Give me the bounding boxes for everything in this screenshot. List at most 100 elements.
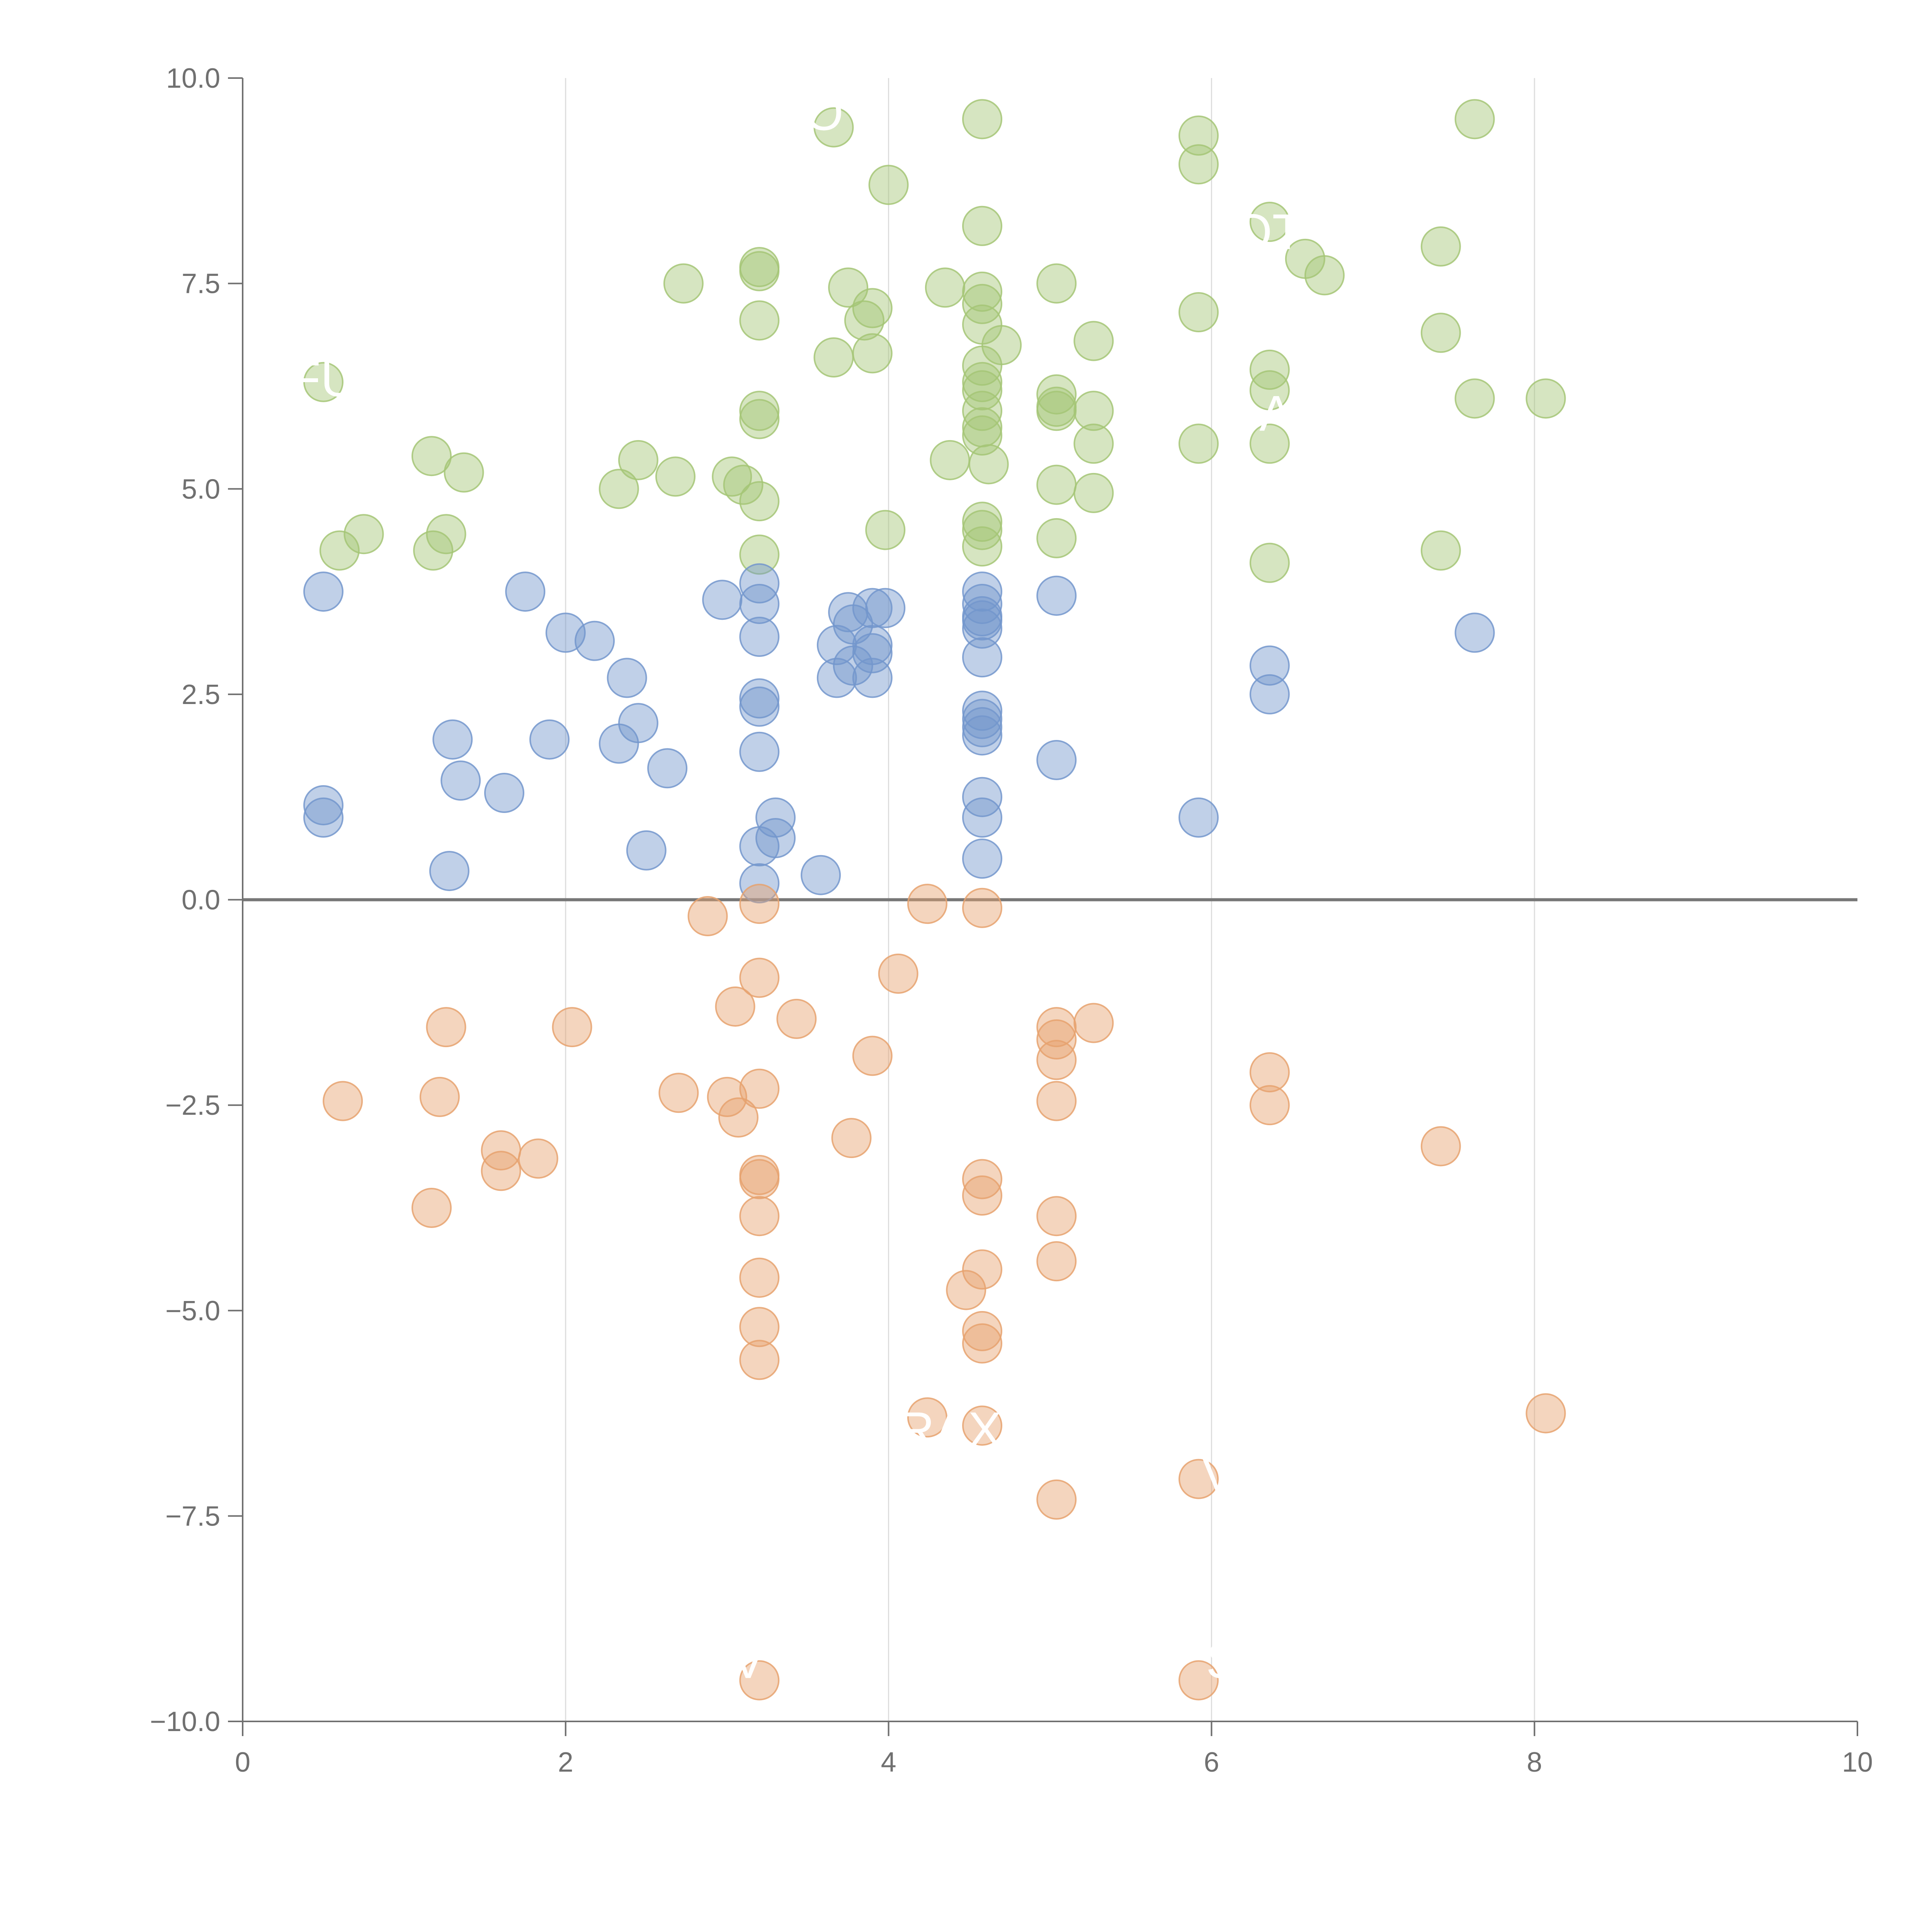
blue-point xyxy=(962,690,1002,731)
blue-point xyxy=(962,637,1002,678)
green-point xyxy=(303,362,344,402)
callout-label: V xyxy=(731,1633,765,1689)
green-point xyxy=(925,267,965,308)
data-points xyxy=(303,99,1566,1701)
blue-point xyxy=(303,797,344,838)
blue-point xyxy=(962,797,1002,838)
blue-point xyxy=(739,563,780,604)
x-tick-label: 0 xyxy=(235,1747,250,1778)
orange-point xyxy=(907,884,947,924)
green-point xyxy=(1454,99,1495,139)
orange-point xyxy=(1036,1196,1077,1236)
green-point xyxy=(1036,374,1077,415)
orange-point xyxy=(1036,1007,1077,1048)
green-point xyxy=(655,456,696,497)
green-point xyxy=(1454,378,1495,419)
orange-point xyxy=(552,1007,592,1048)
green-point xyxy=(1178,292,1219,333)
green-point xyxy=(962,526,1002,567)
orange-point xyxy=(1178,1660,1219,1701)
green-point xyxy=(411,436,452,476)
orange-point xyxy=(1036,1040,1077,1080)
callout-label: RAX xyxy=(898,1401,1002,1458)
green-point xyxy=(319,530,360,571)
y-tick-label: −5.0 xyxy=(165,1296,220,1327)
orange-point xyxy=(1249,1085,1290,1126)
blue-point xyxy=(303,571,344,612)
green-point xyxy=(962,391,1002,431)
blue-point xyxy=(962,571,1002,612)
orange-point xyxy=(1420,1126,1461,1167)
callout-labels: O C FU OT A RAX V S V xyxy=(290,76,1303,1689)
orange-point xyxy=(426,1007,466,1048)
x-tick-label: 8 xyxy=(1527,1747,1542,1778)
green-point xyxy=(739,251,780,291)
blue-point xyxy=(962,600,1002,641)
orange-point xyxy=(962,1175,1002,1216)
x-tick-label: 6 xyxy=(1204,1747,1219,1778)
green-point xyxy=(1249,202,1290,242)
green-point xyxy=(663,263,704,304)
blue-point xyxy=(852,658,893,698)
green-point xyxy=(1073,473,1114,513)
blue-point xyxy=(702,580,743,620)
orange-point xyxy=(739,1340,780,1380)
callout-label: FU xyxy=(290,350,357,407)
green-point xyxy=(1420,226,1461,267)
y-tick-label: −2.5 xyxy=(165,1090,220,1121)
y-tick-label: −10.0 xyxy=(150,1706,220,1737)
green-point xyxy=(1036,464,1077,505)
blue-point xyxy=(865,588,906,628)
blue-point xyxy=(440,760,481,801)
callout-label: O xyxy=(804,84,844,141)
green-point xyxy=(1036,263,1077,304)
callout-label: S xyxy=(1206,1633,1240,1689)
green-point xyxy=(1036,391,1077,431)
blue-point xyxy=(962,583,1002,624)
green-point xyxy=(1285,238,1325,279)
orange-point xyxy=(1178,1459,1219,1499)
green-point xyxy=(413,530,454,571)
green-point xyxy=(723,464,764,505)
y-tick-label: 10.0 xyxy=(166,63,220,94)
gridlines xyxy=(243,78,1857,1721)
blue-point xyxy=(529,719,570,760)
orange-point xyxy=(1036,1479,1077,1520)
blue-point xyxy=(1249,645,1290,686)
green-point xyxy=(344,514,384,554)
orange-point xyxy=(739,1257,780,1298)
green-point xyxy=(1073,423,1114,464)
orange-point xyxy=(1036,1019,1077,1060)
green-point xyxy=(618,440,658,480)
green-point xyxy=(599,469,639,509)
orange-point xyxy=(878,953,918,994)
green-point xyxy=(962,206,1002,246)
blue-point xyxy=(303,785,344,825)
blue-point xyxy=(962,608,1002,649)
orange-point xyxy=(739,1068,780,1109)
green-point xyxy=(852,333,893,374)
green-point xyxy=(828,267,869,308)
orange-point xyxy=(962,1159,1002,1199)
blue-point xyxy=(505,571,546,612)
y-tick-label: 2.5 xyxy=(182,679,220,710)
orange-point xyxy=(1073,1003,1114,1043)
orange-point xyxy=(481,1151,521,1191)
orange-point xyxy=(658,1073,699,1113)
orange-point xyxy=(687,896,728,937)
green-point xyxy=(1073,321,1114,361)
x-tick-label: 10 xyxy=(1842,1747,1873,1778)
green-point xyxy=(1178,144,1219,185)
green-point xyxy=(739,534,780,575)
blue-point xyxy=(1454,612,1495,653)
green-point xyxy=(1178,115,1219,156)
green-point xyxy=(739,391,780,431)
blue-point xyxy=(647,748,688,789)
orange-point xyxy=(739,884,780,924)
orange-point xyxy=(739,1307,780,1347)
green-point xyxy=(1036,518,1077,558)
y-tick-label: 7.5 xyxy=(182,269,220,299)
green-point xyxy=(1420,530,1461,571)
blue-point xyxy=(739,863,780,903)
